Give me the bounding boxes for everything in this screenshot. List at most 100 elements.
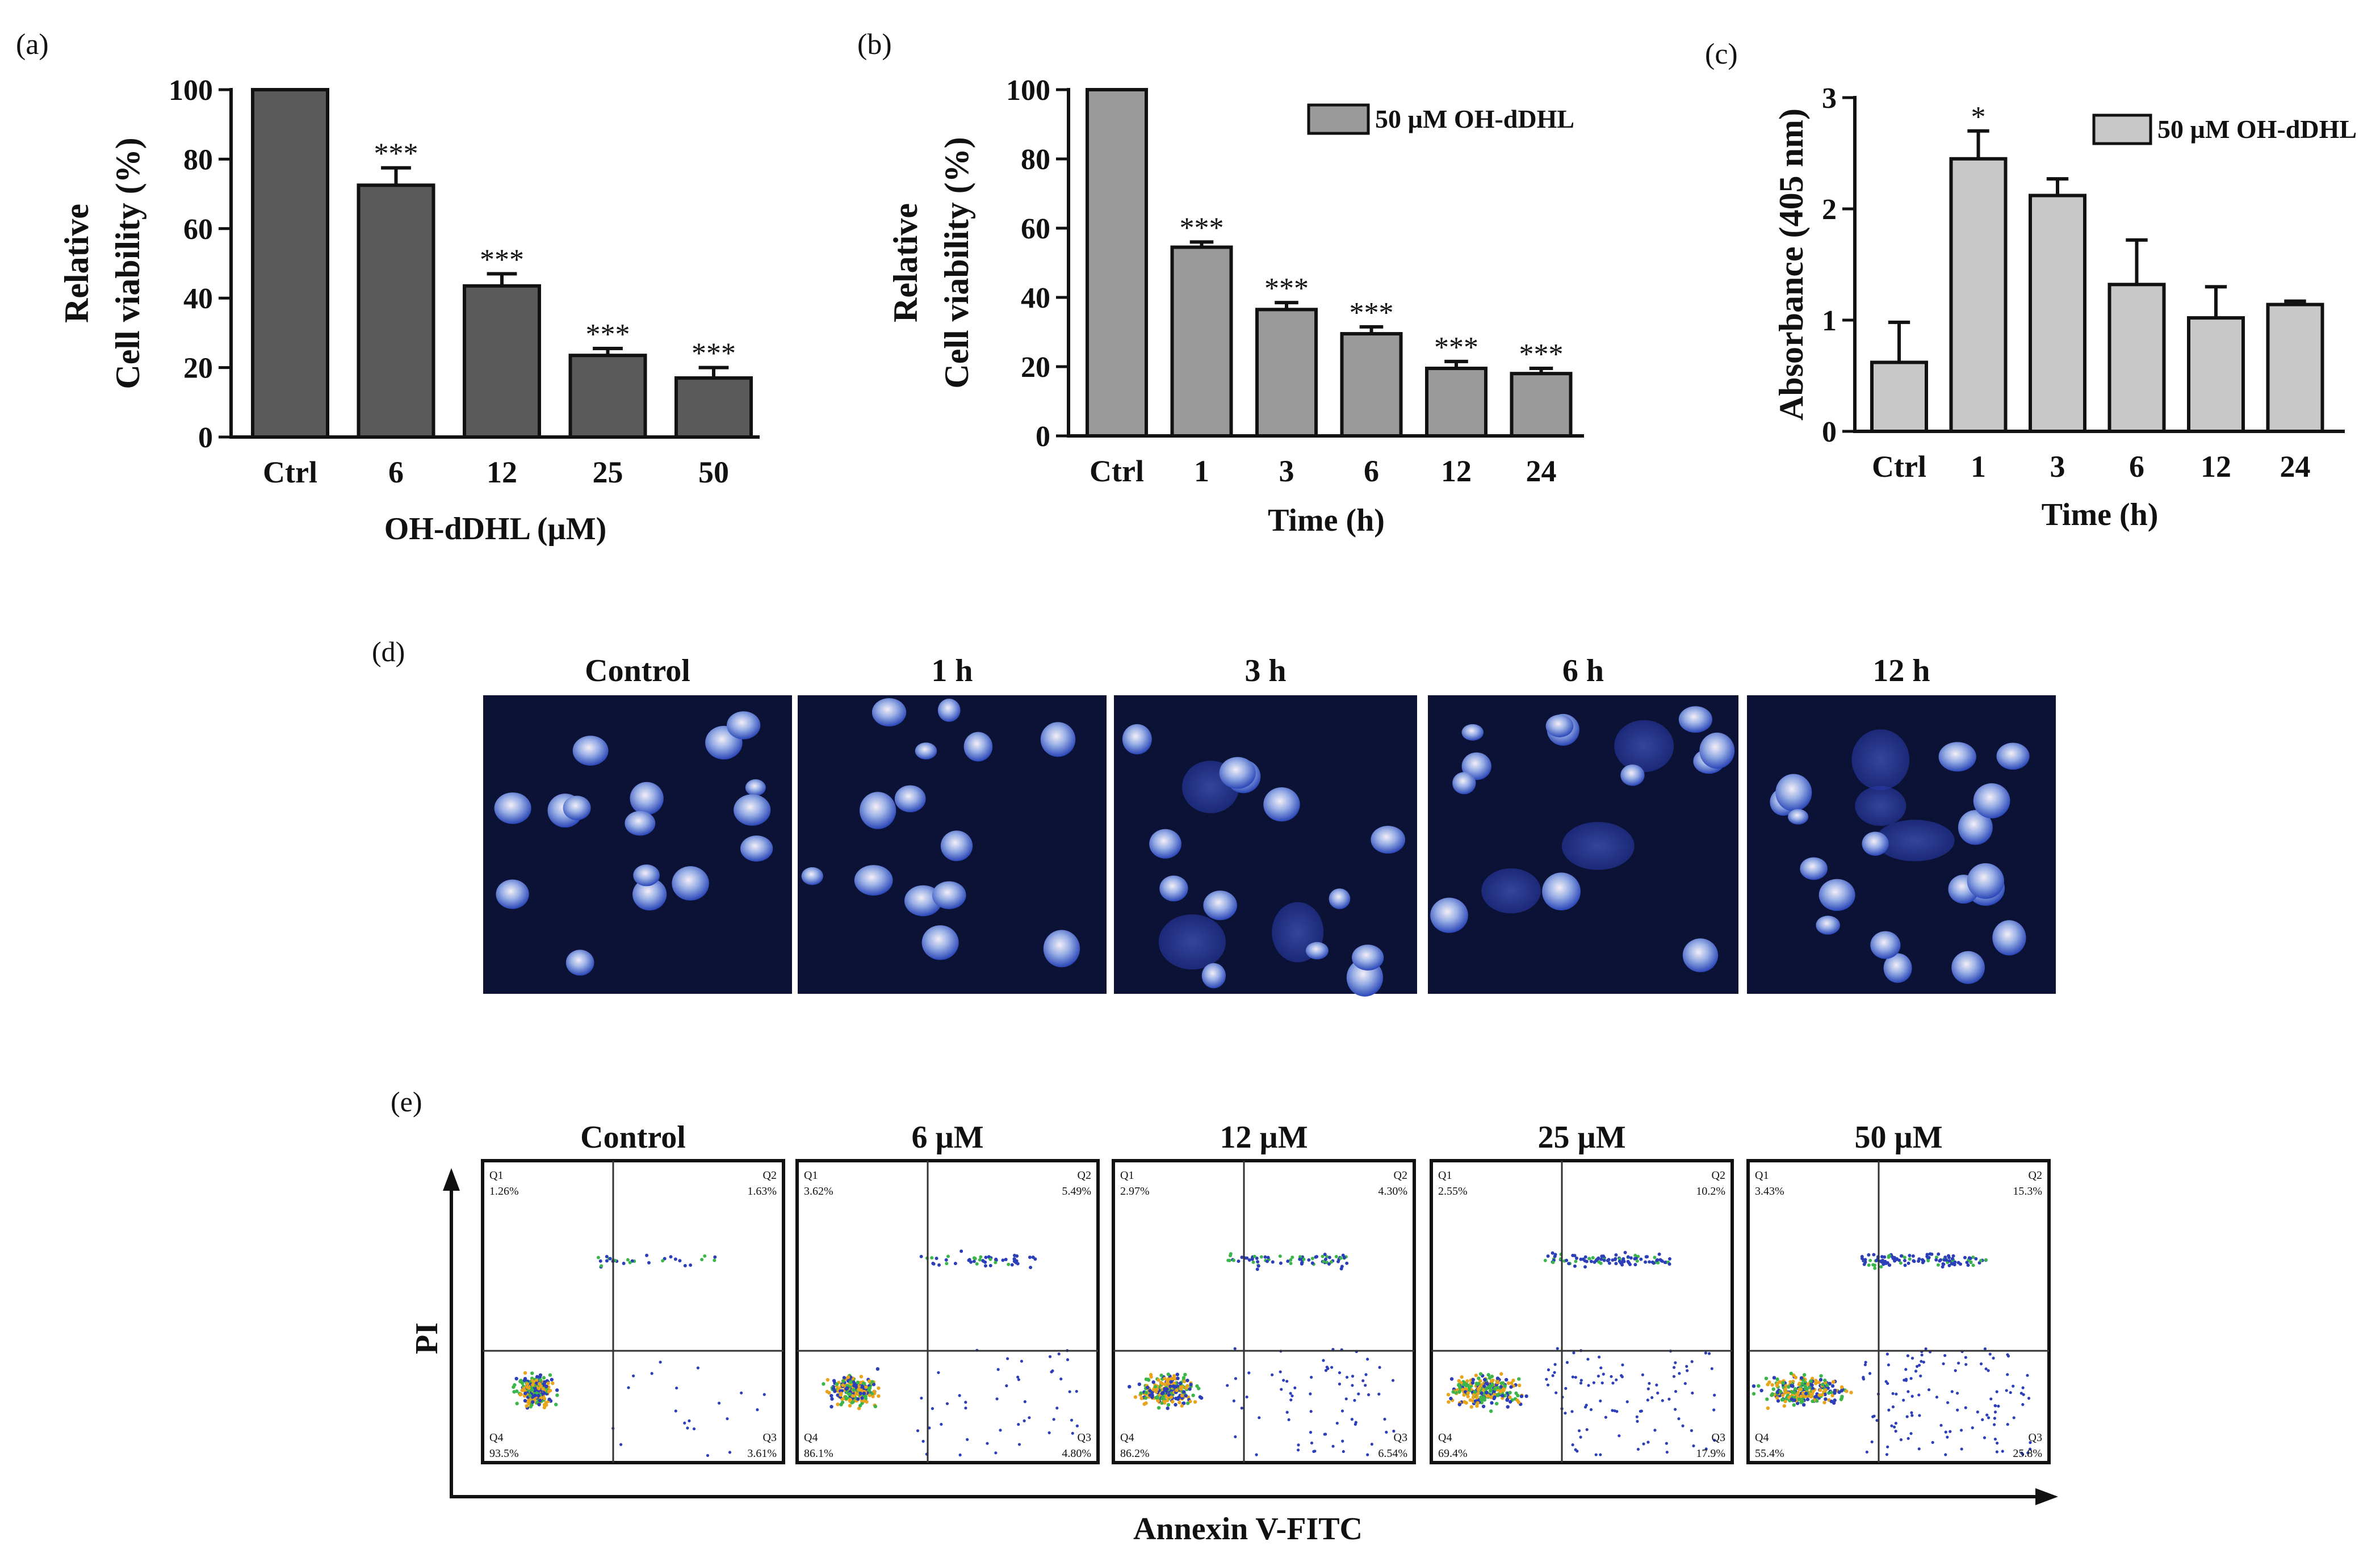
cell-event	[1644, 1260, 1648, 1264]
cell-event	[844, 1395, 848, 1399]
cell-event	[1995, 1390, 1998, 1393]
cell-event	[1184, 1393, 1188, 1398]
cell-event	[1989, 1397, 1993, 1401]
cell-event	[848, 1392, 852, 1396]
nucleus	[1149, 829, 1181, 859]
cell-event	[1871, 1263, 1875, 1267]
significance-label: ***	[586, 318, 630, 351]
cell-event	[1965, 1261, 1969, 1265]
cell-event	[1446, 1393, 1451, 1397]
nucleus	[1201, 963, 1226, 989]
cell-event	[1956, 1362, 1960, 1365]
cell-event	[1163, 1383, 1167, 1387]
cell-event	[2029, 1447, 2032, 1451]
cell-event	[1833, 1398, 1837, 1402]
cell-event	[1919, 1374, 1922, 1377]
cell-event	[1579, 1257, 1583, 1261]
cell-event	[1602, 1258, 1606, 1262]
cell-event	[1960, 1447, 1963, 1451]
cell-event	[1144, 1391, 1149, 1395]
cell-event	[626, 1258, 630, 1262]
cell-event	[1947, 1263, 1951, 1267]
cell-event	[1478, 1379, 1482, 1383]
cell-event	[1463, 1390, 1468, 1394]
bar	[2029, 194, 2086, 433]
cell-event	[2019, 1392, 2023, 1395]
quadrant-name-q4: Q4	[1438, 1431, 1452, 1444]
cell-event	[1245, 1395, 1248, 1398]
nucleus	[1545, 715, 1574, 738]
cell-event	[1944, 1453, 1947, 1456]
cell-event	[1016, 1375, 1020, 1379]
cell-event	[964, 1406, 967, 1410]
cell-event	[1309, 1410, 1313, 1413]
cell-event	[1481, 1404, 1486, 1409]
cell-event	[1639, 1257, 1643, 1261]
cell-event	[1790, 1390, 1794, 1394]
y-tick-label: 0	[198, 422, 213, 454]
cell-event	[688, 1419, 691, 1422]
cell-event	[1613, 1409, 1616, 1413]
cell-event	[1954, 1369, 1957, 1372]
cell-event	[522, 1379, 526, 1383]
dot-cloud	[512, 1253, 766, 1458]
cell-event	[535, 1375, 539, 1379]
cell-event	[1992, 1356, 1995, 1360]
cell-event	[728, 1451, 732, 1454]
x-tick-label: 6	[2129, 450, 2144, 484]
cell-event	[1925, 1253, 1929, 1257]
cell-event	[1789, 1371, 1794, 1376]
significance-label: ***	[1519, 338, 1564, 371]
dot-cloud	[1446, 1250, 1716, 1456]
cell-event	[1326, 1367, 1330, 1370]
nucleus	[565, 950, 594, 976]
cell-event	[1782, 1404, 1787, 1408]
cell-event	[829, 1393, 833, 1398]
cell-event	[1169, 1395, 1174, 1399]
cell-event	[1704, 1351, 1708, 1355]
cell-event	[967, 1258, 971, 1262]
x-tick-label: 50	[698, 455, 729, 489]
cell-event	[940, 1422, 943, 1426]
nucleus	[1788, 809, 1809, 825]
cell-event	[548, 1373, 552, 1377]
cell-event	[1166, 1402, 1171, 1407]
chart-a: (a) 0 20 40 60 80 100 *** *** *** *** Ctrl 6 12 25 50 OH…	[16, 28, 760, 547]
cell-event	[1910, 1411, 1913, 1414]
bar-group: *	[1870, 101, 2324, 434]
cell-event	[1833, 1388, 1837, 1393]
cell-event	[839, 1392, 843, 1396]
cell-event	[1329, 1260, 1333, 1264]
cell-event	[994, 1451, 998, 1455]
cell-event	[1279, 1261, 1283, 1265]
cell-event	[1385, 1430, 1388, 1434]
significance-label: ***	[1180, 212, 1224, 244]
cell-event	[1565, 1360, 1569, 1364]
cell-event	[1766, 1406, 1770, 1410]
cell-event	[1321, 1254, 1325, 1258]
cell-event	[1310, 1257, 1314, 1261]
cell-event	[1926, 1259, 1930, 1263]
dot-cloud	[1128, 1252, 1396, 1456]
cell-event	[1604, 1416, 1607, 1419]
cell-event	[1573, 1254, 1577, 1258]
cell-event	[1449, 1377, 1454, 1381]
cell-event	[696, 1366, 699, 1370]
cell-event	[1650, 1396, 1654, 1400]
legend-label: 50 µM OH-dDHL	[2157, 115, 2357, 144]
cell-event	[1553, 1363, 1557, 1366]
nucleus	[740, 835, 773, 862]
cell-event	[1794, 1375, 1797, 1380]
cell-event	[1871, 1415, 1875, 1418]
cell-event	[1994, 1404, 1997, 1408]
cell-event	[1517, 1377, 1521, 1381]
cell-event	[1823, 1378, 1827, 1383]
cell-body	[1851, 729, 1910, 790]
cell-event	[2029, 1441, 2032, 1444]
cell-event	[1457, 1379, 1461, 1383]
cell-event	[1886, 1445, 1889, 1448]
cell-event	[848, 1404, 852, 1408]
cell-event	[1251, 1260, 1255, 1264]
cell-event	[1906, 1354, 1910, 1358]
